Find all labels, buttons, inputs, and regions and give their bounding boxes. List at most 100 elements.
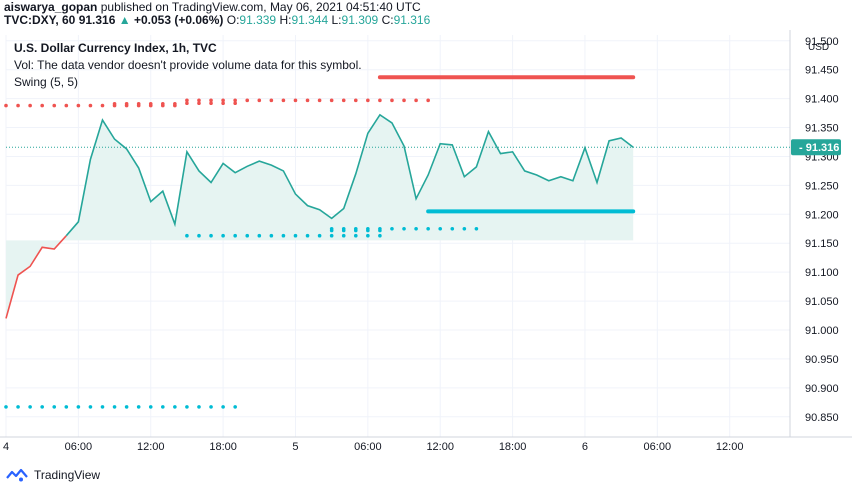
last-price-label: - 91.316: [799, 142, 839, 154]
symbol-change: +0.053 (+0.06%): [133, 13, 224, 27]
x-tick-label: 06:00: [644, 441, 672, 453]
swing-low-dot: [88, 405, 93, 409]
swing-high-dot: [28, 103, 32, 108]
swing-high-dot: [341, 98, 346, 103]
swing-low-dot: [305, 233, 310, 238]
price-chart[interactable]: 91.50091.45091.40091.35091.30091.25091.2…: [0, 30, 852, 455]
swing-high-dot: [52, 103, 57, 108]
swing-high-dot: [136, 102, 141, 106]
open-label: O:: [226, 13, 240, 27]
indicator-label[interactable]: Swing (5, 5): [14, 75, 79, 89]
swing-low-dot: [221, 405, 225, 409]
chart-title: U.S. Dollar Currency Index, 1h, TVC: [14, 41, 217, 55]
swing-low-dot: [378, 226, 382, 231]
swing-low-dot: [209, 233, 213, 238]
swing-high-dot: [76, 103, 81, 108]
y-tick-label: 91.150: [805, 238, 839, 250]
swing-high-dot: [366, 98, 370, 103]
x-tick-label: 06:00: [354, 441, 382, 453]
close-label: C:: [381, 13, 394, 27]
x-tick-label: 18:00: [499, 441, 527, 453]
swing-low-dot: [28, 405, 32, 409]
y-tick-label: 91.400: [805, 94, 839, 106]
swing-high-dot: [305, 98, 310, 103]
swing-high-dot: [378, 98, 382, 103]
tradingview-logo-icon: [6, 468, 28, 482]
swing-high-dot: [257, 98, 262, 103]
swing-low-dot: [161, 405, 165, 409]
swing-low-dot: [209, 405, 213, 409]
low-value: 91.309: [341, 13, 379, 27]
swing-high-dot: [185, 101, 189, 106]
swing-high-dot: [221, 98, 225, 103]
last-price-badge-arrow: [791, 142, 797, 153]
swing-low-dot: [341, 226, 346, 231]
open-value: 91.339: [239, 13, 277, 27]
swing-high-dot: [88, 103, 93, 108]
swing-low-dot: [353, 233, 358, 238]
y-tick-label: 91.200: [805, 209, 839, 221]
swing-low-dot: [462, 226, 467, 231]
swing-low-dot: [414, 226, 418, 231]
swing-high-dot: [317, 98, 322, 103]
swing-high-dot: [161, 102, 165, 106]
swing-high-dot: [197, 98, 201, 103]
swing-high-dot: [40, 103, 44, 108]
swing-high-dot: [209, 98, 213, 103]
swing-low-dot: [329, 233, 334, 238]
footer-brand[interactable]: TradingView: [6, 466, 100, 484]
swing-low-dot: [317, 233, 322, 238]
price-area-fill: [6, 114, 634, 319]
swing-low-dot: [4, 405, 8, 409]
low-label: L:: [331, 13, 342, 27]
brand-name: TradingView: [34, 468, 101, 482]
swing-low-dot: [221, 233, 225, 238]
x-tick-label: 12:00: [426, 441, 454, 453]
swing-high-dot: [64, 103, 69, 108]
swing-low-dot: [245, 233, 250, 238]
swing-high-dot: [390, 98, 394, 103]
swing-low-dot: [185, 233, 189, 238]
y-tick-label: 91.450: [805, 65, 839, 77]
swing-low-dot: [173, 405, 177, 409]
swing-high-dot: [197, 101, 201, 106]
swing-low-dot: [100, 405, 105, 409]
swing-high-dot: [148, 102, 153, 106]
y-tick-label: 90.900: [805, 383, 839, 395]
symbol-line: TVC:DXY, 60 91.316 ▲ +0.053 (+0.06%) O:9…: [4, 13, 430, 27]
high-value: 91.344: [291, 13, 329, 27]
y-tick-label: 91.100: [805, 267, 839, 279]
swing-high-dot: [269, 98, 274, 103]
swing-low-dot: [136, 405, 141, 409]
swing-high-dot: [185, 98, 189, 103]
swing-low-dot: [402, 226, 406, 231]
swing-high-dot: [173, 102, 177, 106]
swing-high-dot: [402, 98, 406, 103]
swing-high-dot: [233, 98, 237, 103]
y-tick-label: 91.000: [805, 325, 839, 337]
swing-low-dot: [353, 226, 358, 231]
swing-low-dot: [293, 233, 298, 238]
swing-low-dot: [329, 226, 334, 231]
swing-low-dot: [378, 233, 382, 238]
x-tick-label: 18:00: [209, 441, 237, 453]
x-tick-label: 12:00: [137, 441, 165, 453]
swing-high-dot: [414, 98, 418, 103]
swing-high-dot: [16, 103, 20, 108]
swing-low-dot: [52, 405, 57, 409]
swing-low-dot: [233, 405, 237, 409]
swing-high-dot: [233, 101, 237, 106]
close-value: 91.316: [393, 13, 431, 27]
change-up-icon: ▲: [118, 13, 131, 27]
symbol-price: 91.316: [78, 13, 116, 27]
swing-low-dot: [40, 405, 44, 409]
swing-low-dot: [112, 405, 117, 409]
y-tick-label: 91.050: [805, 296, 839, 308]
swing-low-dot: [366, 226, 370, 231]
swing-low-dot: [426, 226, 430, 231]
x-tick-label: 5: [292, 441, 298, 453]
swing-low-dot: [185, 405, 189, 409]
published-line: aiswarya_gopan published on TradingView.…: [4, 0, 421, 14]
y-tick-label: 90.850: [805, 412, 839, 424]
swing-high-dot: [329, 98, 334, 103]
